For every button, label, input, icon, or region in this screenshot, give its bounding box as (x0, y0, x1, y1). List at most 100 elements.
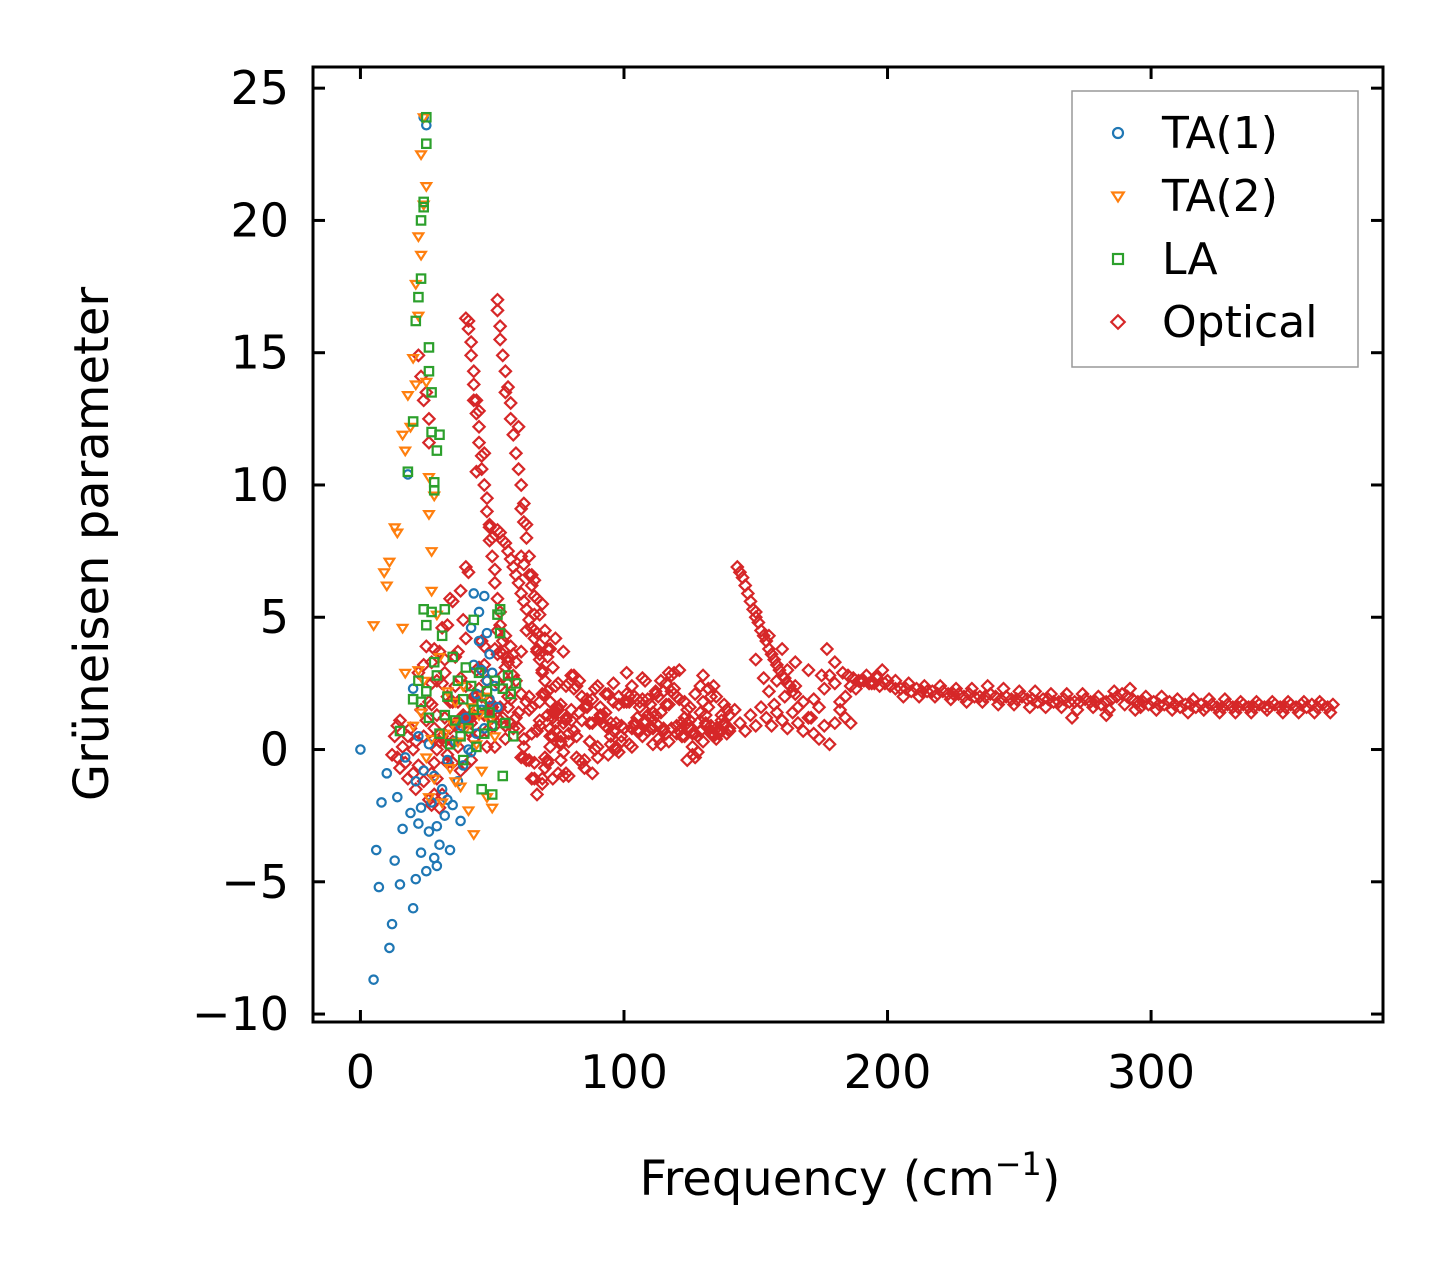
data-point (532, 652, 547, 667)
data-point (457, 693, 469, 705)
data-point (424, 654, 439, 670)
data-point (405, 742, 421, 757)
data-point (460, 712, 472, 724)
data-point (1004, 692, 1019, 707)
data-point (477, 692, 492, 704)
data-point (695, 668, 711, 683)
data-point (556, 644, 571, 659)
data-point (701, 699, 716, 715)
data-point (774, 713, 790, 728)
data-point (911, 689, 927, 704)
data-point (1083, 694, 1098, 710)
data-point (415, 847, 427, 858)
data-point (788, 678, 803, 694)
data-point (901, 676, 916, 691)
data-point (927, 689, 943, 704)
data-point (455, 730, 466, 742)
data-point (535, 776, 550, 792)
data-point (414, 250, 428, 262)
data-point (389, 855, 400, 866)
data-point (487, 575, 503, 591)
data-point (1225, 699, 1241, 715)
data-point (415, 802, 427, 814)
data-point (761, 641, 777, 657)
data-point (532, 607, 547, 622)
data-point (474, 633, 489, 649)
data-point (498, 660, 513, 675)
data-point (645, 721, 661, 736)
data-point (421, 435, 437, 450)
data-point (674, 729, 690, 744)
data-point (450, 715, 461, 726)
data-point (1085, 699, 1101, 715)
data-point (524, 620, 539, 636)
data-point (806, 692, 821, 707)
data-point (658, 697, 674, 712)
data-point (706, 678, 721, 694)
data-point (495, 647, 510, 662)
data-point (424, 697, 439, 712)
data-point (382, 557, 397, 569)
plot-frame (311, 65, 1385, 1024)
data-point (476, 664, 487, 676)
data-point (1064, 710, 1080, 726)
data-point (564, 668, 579, 683)
data-point (471, 419, 487, 435)
data-point (516, 557, 532, 572)
data-point (461, 313, 476, 329)
data-point (817, 718, 832, 733)
data-point (455, 612, 471, 628)
data-point (803, 710, 819, 726)
data-point (1233, 694, 1248, 710)
data-point (411, 232, 426, 243)
data-point (761, 684, 777, 699)
data-point (434, 620, 450, 636)
data-point (1051, 694, 1067, 710)
data-point (500, 379, 516, 395)
data-point (463, 723, 474, 734)
data-point (421, 411, 437, 427)
y-tick-label: 20 (230, 193, 289, 247)
legend: TA(1) TA(2) LA Optical (1071, 90, 1359, 368)
data-point (769, 673, 785, 688)
data-point (473, 635, 485, 647)
data-point (582, 715, 597, 731)
data-point (469, 464, 484, 479)
data-point (423, 342, 435, 353)
data-point (832, 702, 848, 718)
data-point (832, 694, 848, 710)
data-point (453, 583, 468, 599)
data-point (410, 873, 422, 885)
data-point (440, 747, 455, 763)
data-point (419, 377, 434, 389)
data-point (460, 662, 472, 673)
data-point (465, 680, 477, 692)
data-point (502, 670, 514, 681)
data-point (748, 604, 763, 620)
data-point (527, 631, 542, 646)
data-point (940, 686, 956, 702)
data-point (392, 791, 403, 803)
data-point (737, 723, 753, 739)
data-point (774, 641, 790, 657)
data-point (687, 686, 703, 702)
data-point (453, 782, 468, 794)
data-point (545, 660, 561, 675)
y-tick-label: 15 (230, 326, 289, 380)
data-point (415, 215, 427, 226)
data-point (917, 678, 932, 694)
legend-label: LA (1162, 234, 1218, 285)
legend-item: LA (1111, 234, 1218, 285)
data-point (373, 881, 385, 893)
data-point (503, 395, 518, 411)
data-point (1249, 694, 1264, 710)
data-point (448, 697, 463, 709)
data-point (577, 752, 592, 768)
data-point (495, 633, 510, 649)
data-point (624, 678, 640, 694)
legend-item: TA(1) (1111, 108, 1278, 159)
data-point (977, 689, 993, 704)
data-point (574, 713, 590, 728)
data-point (1296, 694, 1312, 710)
data-point (421, 111, 432, 123)
